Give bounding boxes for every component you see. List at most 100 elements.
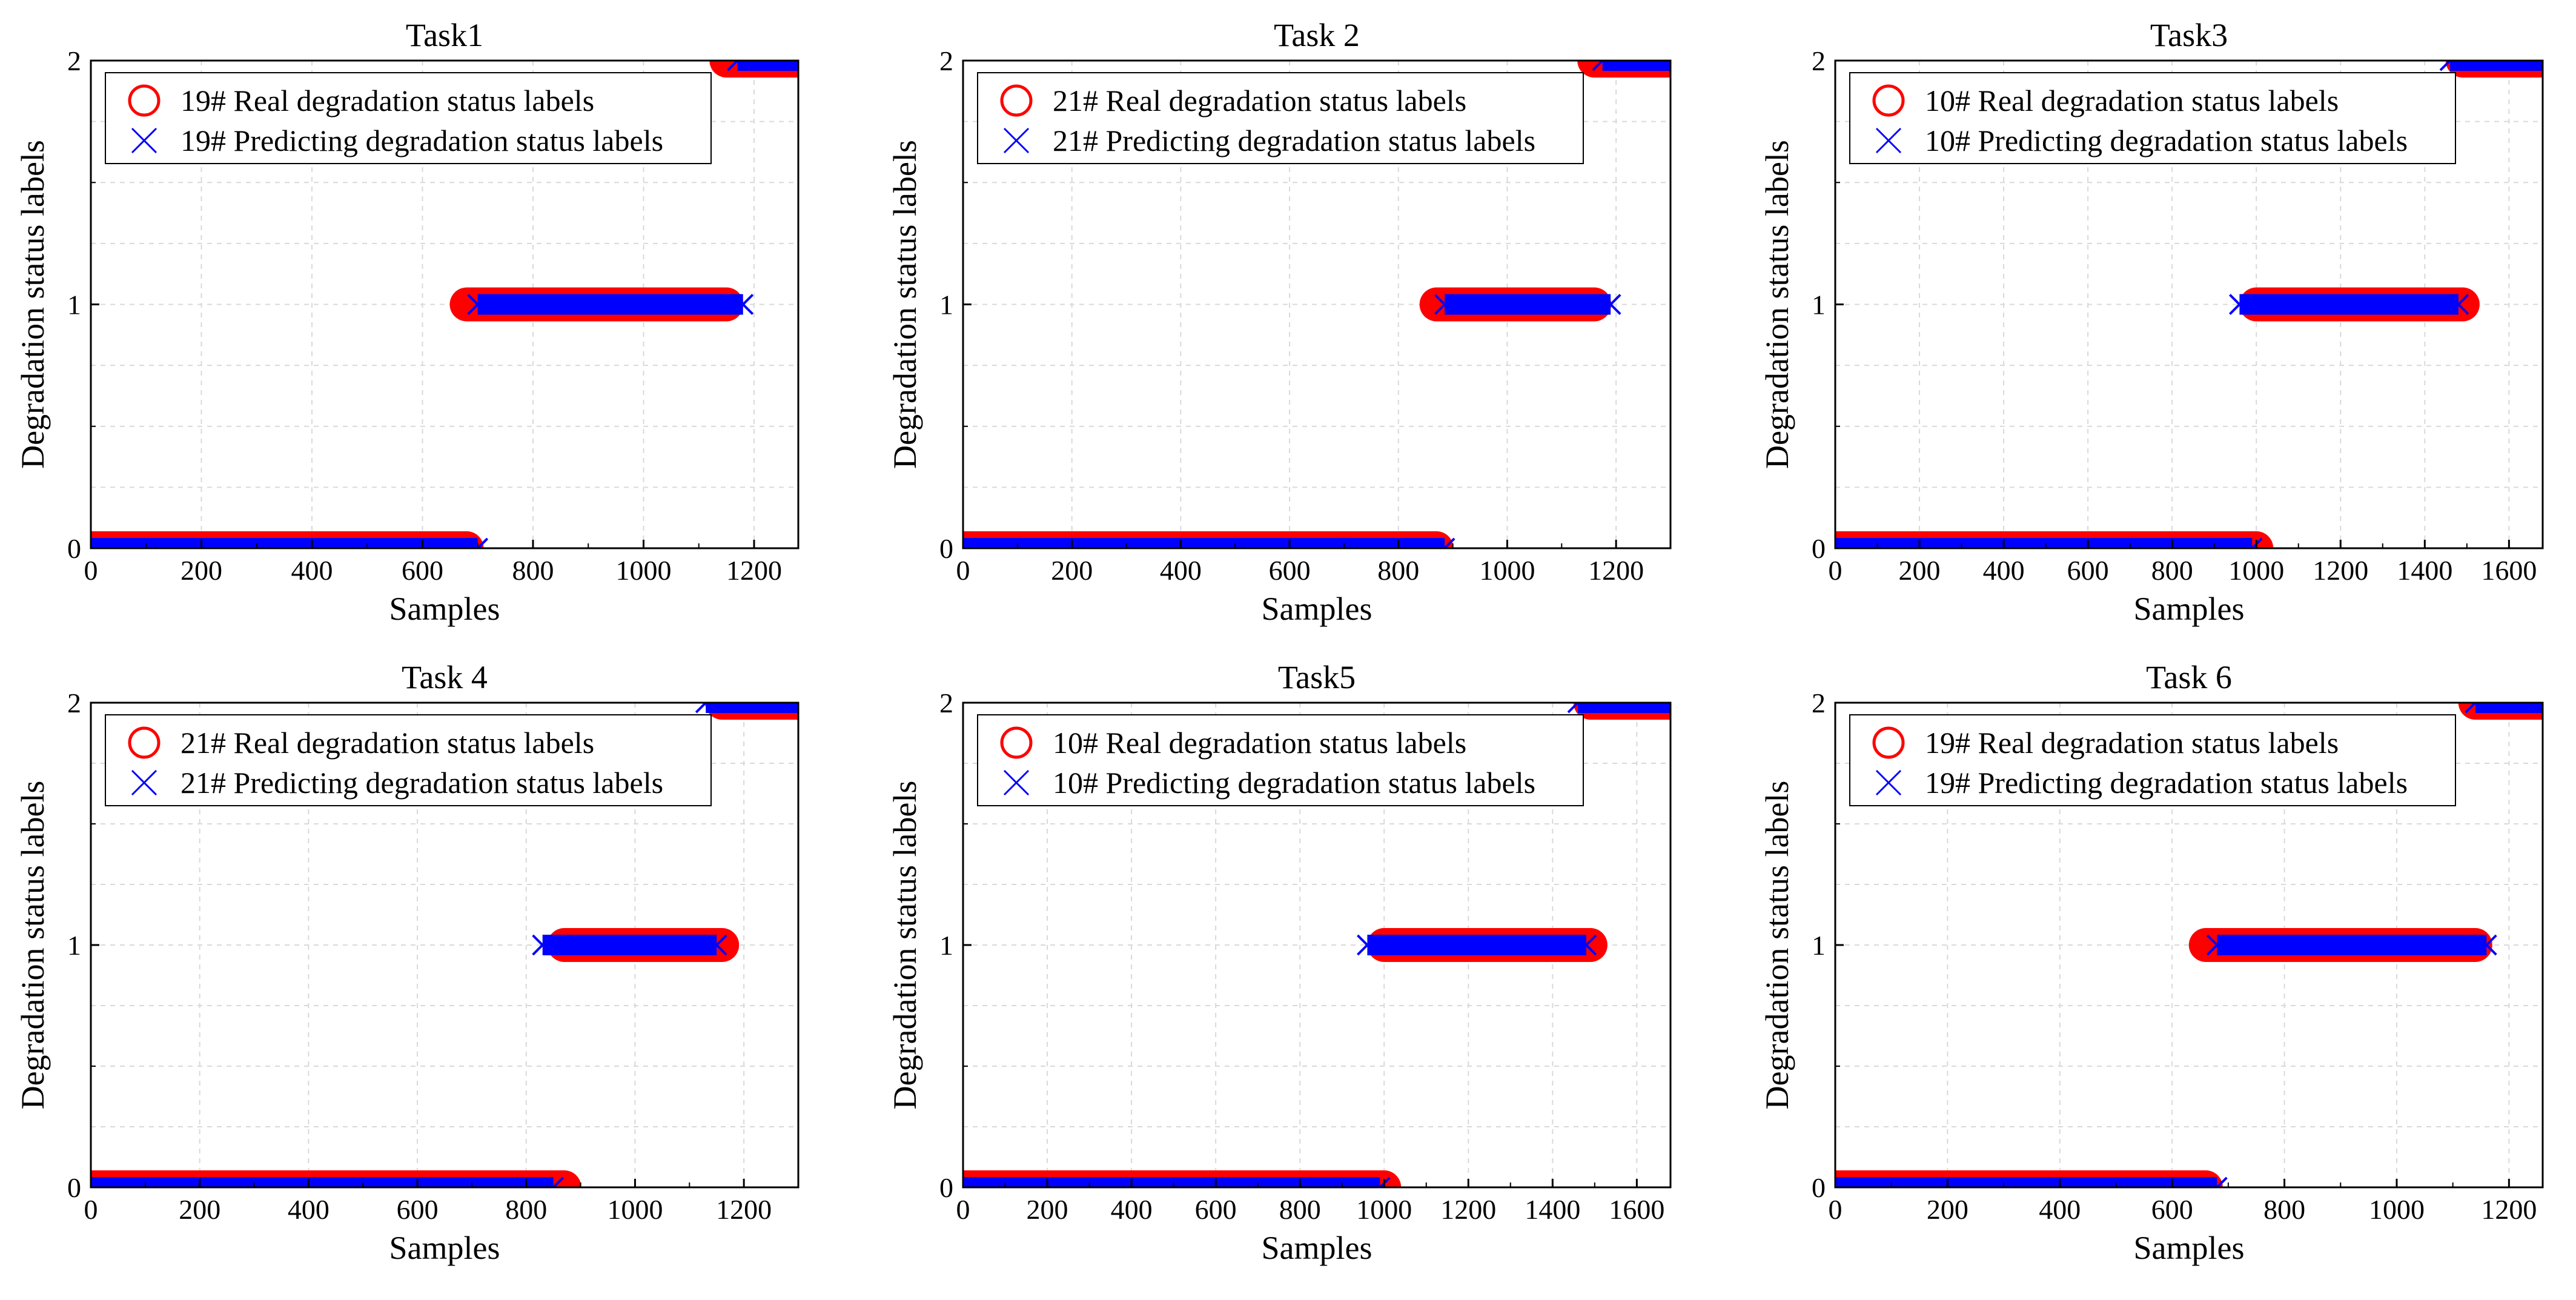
- x-tick-label: 400: [2039, 1194, 2081, 1225]
- legend-entry-predicted: 21# Predicting degradation status labels: [180, 766, 663, 800]
- y-tick-label: 0: [939, 1172, 953, 1203]
- legend-x-marker: [131, 127, 157, 154]
- y-tick-label: 0: [939, 533, 953, 564]
- data-marks: [91, 61, 798, 548]
- predicted-x-marker: [2206, 934, 2228, 956]
- legend-entry-predicted: 19# Predicting degradation status labels: [180, 124, 663, 158]
- x-axis-label: Samples: [2134, 1230, 2245, 1266]
- legend-x-marker: [1875, 769, 1902, 796]
- predicted-x-marker: [2532, 61, 2543, 71]
- x-tick-label: 1000: [607, 1194, 663, 1225]
- predicted-x-marker: [1434, 294, 1455, 315]
- chart-title: Task5: [1278, 659, 1356, 695]
- predicted-x-marker: [787, 703, 798, 714]
- x-tick-label: 1600: [2481, 555, 2537, 586]
- legend: 19# Real degradation status labels 19# Pr…: [1849, 714, 2456, 806]
- legend-x-marker: [1003, 769, 1030, 796]
- legend-box: [977, 72, 1584, 164]
- legend-circle-marker: [1000, 726, 1033, 759]
- y-axis: 0 1 2: [1812, 688, 1844, 1203]
- x-tick-label: 1200: [726, 555, 782, 586]
- predicted-x-marker: [91, 537, 102, 548]
- chart-panel-2: 0 200 400 600 800 1000 1200 0 1 2 Task 2 Samples Deg…: [887, 17, 1672, 627]
- y-axis: 0 1 2: [939, 45, 972, 564]
- x-tick-label: 600: [2151, 1194, 2193, 1225]
- legend-entry-real: 10# Real degradation status labels: [1925, 84, 2339, 118]
- x-tick-label: 200: [180, 555, 222, 586]
- predicted-x-marker: [706, 934, 727, 956]
- x-axis-label: Samples: [389, 591, 500, 627]
- x-axis-label: Samples: [1262, 1230, 1372, 1266]
- x-tick-label: 600: [1269, 555, 1311, 586]
- y-axis-label: Degradation status labels: [15, 140, 51, 469]
- y-tick-label: 0: [67, 1172, 81, 1203]
- y-tick-label: 0: [1812, 1172, 1826, 1203]
- legend-circle-marker: [128, 726, 161, 759]
- predicted-x-marker: [2465, 703, 2486, 714]
- predicted-x-marker: [2229, 294, 2250, 315]
- x-axis-label: Samples: [1262, 591, 1372, 627]
- x-tick-label: 1000: [616, 555, 672, 586]
- predicted-x-marker: [1434, 537, 1455, 548]
- legend-box: [105, 72, 712, 164]
- predicted-x-marker: [1369, 1176, 1391, 1187]
- x-tick-label: 800: [2263, 1194, 2305, 1225]
- data-marks: [1835, 61, 2543, 548]
- x-axis-label: Samples: [2134, 591, 2245, 627]
- x-tick-label: 1000: [1356, 1194, 1412, 1225]
- predicted-x-marker: [732, 294, 754, 315]
- chart-panel-5: 0 200 400 600 800 1000 1200 1400 1600 0 1 2 Task5 Sam…: [887, 659, 1672, 1266]
- legend-entry-real: 21# Real degradation status labels: [1053, 84, 1466, 118]
- chart-title: Task3: [2150, 17, 2228, 53]
- x-tick-label: 400: [1983, 555, 2025, 586]
- y-axis-label: Degradation status labels: [1759, 781, 1795, 1110]
- y-axis: 0 1 2: [67, 45, 99, 564]
- x-tick-label: 1200: [2313, 555, 2368, 586]
- x-tick-label: 200: [1899, 555, 1941, 586]
- x-tick-label: 0: [956, 1194, 970, 1225]
- x-tick-label: 1200: [1588, 555, 1644, 586]
- x-tick-label: 1200: [2481, 1194, 2537, 1225]
- chart-title: Task 6: [2146, 659, 2232, 695]
- legend-entry-predicted: 21# Predicting degradation status labels: [1053, 124, 1535, 158]
- x-tick-label: 200: [1927, 1194, 1968, 1225]
- y-tick-label: 0: [1812, 533, 1826, 564]
- x-tick-label: 1000: [2369, 1194, 2425, 1225]
- x-tick-label: 600: [1195, 1194, 1237, 1225]
- x-tick-label: 1200: [716, 1194, 772, 1225]
- legend-circle-marker: [1872, 84, 1905, 117]
- predicted-x-marker: [1835, 1176, 1846, 1187]
- legend-entry-real: 21# Real degradation status labels: [180, 726, 594, 760]
- x-tick-label: 800: [1279, 1194, 1321, 1225]
- legend-box: [1849, 714, 2456, 806]
- legend: 21# Real degradation status labels 21# Pr…: [977, 72, 1584, 164]
- y-tick-label: 1: [939, 930, 953, 961]
- x-tick-label: 200: [1051, 555, 1093, 586]
- legend-entry-predicted: 10# Predicting degradation status labels: [1925, 124, 2408, 158]
- legend-entry-real: 10# Real degradation status labels: [1053, 726, 1466, 760]
- predicted-x-marker: [963, 1176, 974, 1187]
- chart-panel-6: 0 200 400 600 800 1000 1200 0 1 2 Task 6 Samples Deg…: [1759, 659, 2544, 1266]
- predicted-x-marker: [543, 1176, 565, 1187]
- legend-entry-real: 19# Real degradation status labels: [180, 84, 594, 118]
- predicted-x-marker: [1575, 934, 1597, 956]
- x-tick-label: 800: [505, 1194, 547, 1225]
- y-axis-label: Degradation status labels: [15, 781, 51, 1110]
- predicted-x-marker: [2475, 934, 2497, 956]
- x-tick-label: 400: [291, 555, 333, 586]
- legend: 10# Real degradation status labels 10# Pr…: [977, 714, 1584, 806]
- legend-circle-marker: [1000, 84, 1033, 117]
- legend-entry-real: 19# Real degradation status labels: [1925, 726, 2339, 760]
- chart-title: Task 4: [402, 659, 488, 695]
- predicted-x-marker: [2448, 294, 2469, 315]
- predicted-x-marker: [2206, 1176, 2228, 1187]
- x-tick-label: 0: [1829, 1194, 1843, 1225]
- chart-panel-1: 0 200 400 600 800 1000 1200 0 1 2 Task1 Samples Degr…: [15, 17, 800, 627]
- x-axis: 0 200 400 600 800 1000 1200: [84, 1179, 772, 1225]
- x-axis: 0 200 400 600 800 1000 1200: [956, 540, 1644, 586]
- y-tick-label: 2: [1812, 688, 1826, 718]
- predicted-x-marker: [91, 1176, 102, 1187]
- legend: 19# Real degradation status labels 19# Pr…: [105, 72, 712, 164]
- x-tick-label: 400: [288, 1194, 329, 1225]
